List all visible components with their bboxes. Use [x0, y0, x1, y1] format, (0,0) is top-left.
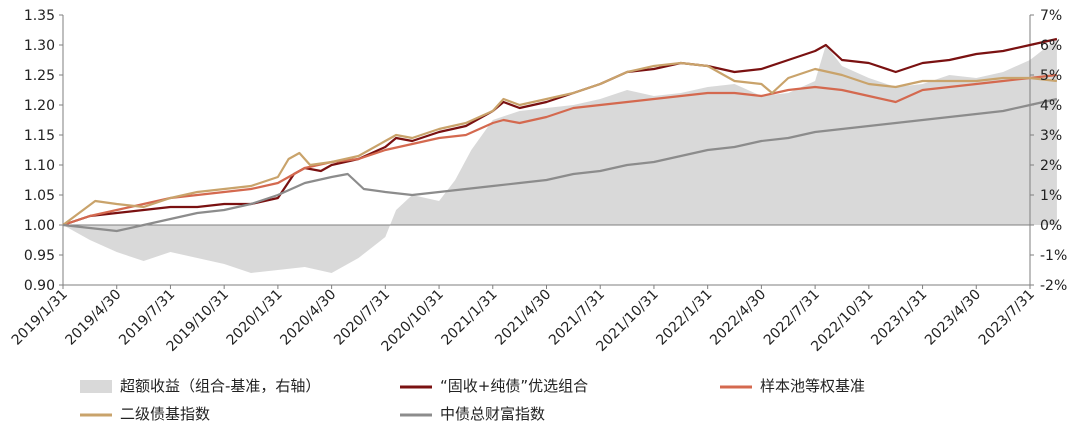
right-tick-label: 4%	[1040, 98, 1062, 114]
legend-label: “固收+纯债”优选组合	[440, 377, 588, 395]
x-tick-label: 2023/4/30	[922, 287, 984, 349]
series-line-3	[62, 61, 1058, 226]
right-tick-label: 7%	[1040, 8, 1062, 24]
left-tick-label: 1.20	[24, 98, 55, 114]
legend-swatch-area	[80, 380, 112, 393]
left-tick-label: 1.10	[24, 158, 55, 174]
left-tick-label: 1.15	[24, 128, 55, 144]
legend-label: 样本池等权基准	[760, 377, 865, 395]
right-tick-label: 5%	[1040, 68, 1062, 84]
excess-return-area	[63, 39, 1057, 273]
left-tick-label: 1.00	[24, 218, 55, 234]
x-tick-label: 2023/1/31	[868, 287, 930, 349]
lines-layer	[62, 37, 1058, 233]
series-line-2	[62, 73, 1058, 227]
legend-label: 二级债基指数	[120, 405, 210, 423]
x-tick-label: 2020/4/30	[277, 287, 339, 349]
left-tick-label: 1.25	[24, 68, 55, 84]
series-line-4	[62, 97, 1058, 233]
x-tick-label: 2020/1/31	[224, 287, 286, 349]
right-tick-label: 1%	[1040, 188, 1062, 204]
x-tick-label: 2021/4/30	[492, 287, 554, 349]
area-layer	[63, 39, 1057, 273]
left-tick-label: 1.35	[24, 8, 55, 24]
left-tick-label: 1.05	[24, 188, 55, 204]
x-tick-label: 2021/1/31	[439, 287, 501, 349]
x-tick-label: 2022/4/30	[707, 287, 769, 349]
left-tick-label: 0.90	[24, 278, 55, 294]
x-tick-label: 2022/1/31	[653, 287, 715, 349]
x-tick-label: 2023/7/31	[976, 287, 1038, 349]
right-tick-label: 6%	[1040, 38, 1062, 54]
left-tick-label: 1.30	[24, 38, 55, 54]
right-tick-label: 0%	[1040, 218, 1062, 234]
legend-label: 超额收益（组合-基准，右轴）	[120, 377, 320, 395]
x-tick-label: 2019/1/31	[9, 287, 71, 349]
right-tick-label: -1%	[1040, 248, 1067, 264]
x-tick-label: 2019/4/30	[62, 287, 124, 349]
legend-label: 中债总财富指数	[440, 405, 545, 423]
right-tick-label: 3%	[1040, 128, 1062, 144]
right-tick-label: 2%	[1040, 158, 1062, 174]
right-tick-label: -2%	[1040, 278, 1067, 294]
left-tick-label: 0.95	[24, 248, 55, 264]
